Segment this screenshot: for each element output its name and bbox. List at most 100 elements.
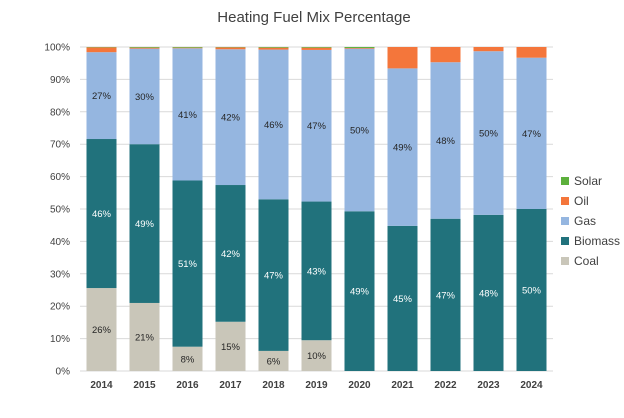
y-tick-label: 90% <box>50 75 70 86</box>
y-tick-label: 70% <box>50 140 70 151</box>
data-label: 49% <box>350 287 370 298</box>
bar-solar-2015 <box>129 47 160 48</box>
x-tick-label: 2023 <box>477 380 500 391</box>
y-tick-label: 20% <box>50 302 70 313</box>
bar-gas-2015 <box>129 48 160 145</box>
data-label: 47% <box>436 290 456 301</box>
y-tick-label: 10% <box>50 334 70 345</box>
bar-coal-2018 <box>258 350 289 371</box>
bar-oil-2024 <box>516 47 547 58</box>
data-label: 50% <box>479 129 499 140</box>
data-label: 6% <box>267 356 281 367</box>
data-label: 41% <box>178 110 198 121</box>
bar-oil-2017 <box>215 47 246 50</box>
legend-item-biomass: Biomass <box>561 234 620 248</box>
legend-swatch <box>561 197 569 205</box>
bar-oil-2021 <box>387 47 418 69</box>
legend-swatch <box>561 217 569 225</box>
data-label: 47% <box>307 121 327 132</box>
x-tick-label: 2015 <box>133 380 156 391</box>
data-label: 48% <box>436 136 456 147</box>
bar-solar-2018 <box>258 47 289 48</box>
bars <box>86 47 547 371</box>
bar-gas-2021 <box>387 68 418 226</box>
legend-label: Solar <box>574 174 602 188</box>
bar-gas-2017 <box>215 49 246 186</box>
legend-item-coal: Coal <box>561 254 599 268</box>
bar-solar-2019 <box>301 47 332 48</box>
bar-biomass-2019 <box>301 201 332 341</box>
legend-item-solar: Solar <box>561 174 602 188</box>
bar-oil-2018 <box>258 47 289 50</box>
x-tick-label: 2014 <box>90 380 113 391</box>
bar-gas-2023 <box>473 51 504 215</box>
legend-label: Coal <box>574 254 599 268</box>
x-axis-ticks: 2014 2015 2016 2017 2018 2019 2020 2021 2022 2023… <box>90 380 543 391</box>
data-label: 27% <box>92 91 112 102</box>
bar-oil-2014 <box>86 47 117 53</box>
x-tick-label: 2024 <box>520 380 543 391</box>
y-tick-label: 50% <box>50 205 70 216</box>
data-label: 50% <box>522 286 542 297</box>
x-tick-label: 2022 <box>434 380 457 391</box>
legend-swatch <box>561 177 569 185</box>
bar-oil-2016 <box>172 47 203 49</box>
data-label: 42% <box>221 113 241 124</box>
bar-biomass-2022 <box>430 218 461 371</box>
y-tick-label: 80% <box>50 107 70 118</box>
bar-biomass-2021 <box>387 225 418 371</box>
x-tick-label: 2019 <box>305 380 328 391</box>
data-label: 48% <box>479 288 499 299</box>
data-label: 26% <box>92 325 112 336</box>
bar-coal-2016 <box>172 346 203 371</box>
x-tick-label: 2018 <box>262 380 285 391</box>
y-tick-label: 0% <box>56 367 71 378</box>
bar-biomass-2014 <box>86 139 117 289</box>
y-tick-label: 60% <box>50 172 70 183</box>
bar-gas-2018 <box>258 49 289 200</box>
chart-title: Heating Fuel Mix Percentage <box>217 9 410 26</box>
x-tick-label: 2016 <box>176 380 199 391</box>
data-label: 49% <box>393 143 413 154</box>
x-tick-label: 2021 <box>391 380 414 391</box>
y-tick-label: 30% <box>50 269 70 280</box>
bar-biomass-2016 <box>172 180 203 347</box>
data-label: 21% <box>135 332 155 343</box>
bar-coal-2017 <box>215 321 246 371</box>
bar-oil-2019 <box>301 47 332 50</box>
legend-item-gas: Gas <box>561 214 596 228</box>
legend-label: Gas <box>574 214 596 228</box>
bar-biomass-2015 <box>129 144 160 303</box>
bar-biomass-2017 <box>215 185 246 322</box>
bar-gas-2022 <box>430 62 461 219</box>
legend-label: Biomass <box>574 234 620 248</box>
bar-coal-2019 <box>301 340 332 371</box>
legend-swatch <box>561 257 569 265</box>
data-label: 50% <box>350 125 370 136</box>
data-labels: 26% 46% 27% 21% 49% 30% 8% 51% 41% 15% 42% 42% 6% 47%… <box>92 91 542 367</box>
bar-gas-2024 <box>516 57 547 209</box>
legend-swatch <box>561 237 569 245</box>
bar-oil-2015 <box>129 47 160 49</box>
bar-oil-2022 <box>430 47 461 63</box>
bar-coal-2015 <box>129 302 160 371</box>
bar-gas-2020 <box>344 48 375 212</box>
data-label: 15% <box>221 342 241 353</box>
bar-solar-2020 <box>344 47 375 48</box>
bar-biomass-2018 <box>258 199 289 351</box>
data-label: 49% <box>135 219 155 230</box>
data-label: 30% <box>135 92 155 103</box>
bar-oil-2023 <box>473 47 504 52</box>
bar-coal-2014 <box>86 288 117 371</box>
legend-label: Oil <box>574 194 589 208</box>
bar-biomass-2020 <box>344 211 375 371</box>
x-tick-label: 2017 <box>219 380 242 391</box>
bar-gas-2016 <box>172 48 203 181</box>
data-label: 43% <box>307 266 327 277</box>
bar-gas-2014 <box>86 52 117 140</box>
legend: Solar Oil Gas Biomass Coal <box>561 174 620 268</box>
bar-biomass-2024 <box>516 209 547 371</box>
bar-solar-2016 <box>172 47 203 48</box>
bar-biomass-2023 <box>473 214 504 371</box>
